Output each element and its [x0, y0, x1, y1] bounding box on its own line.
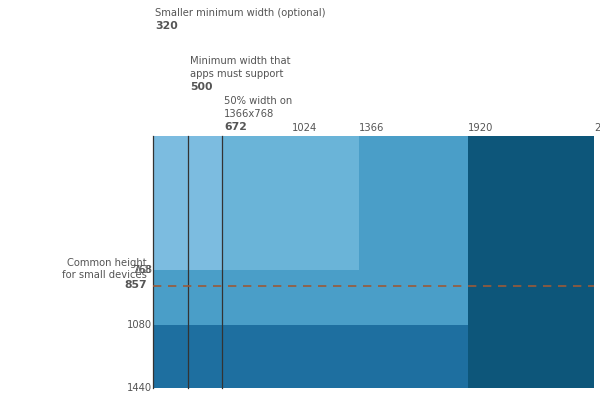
Text: 50% width on: 50% width on — [224, 96, 292, 106]
Text: 1920: 1920 — [468, 123, 493, 133]
Text: 1024: 1024 — [292, 123, 317, 133]
Text: 672: 672 — [224, 122, 247, 132]
Bar — [222, 136, 359, 270]
Text: for small devices: for small devices — [62, 270, 147, 280]
Text: 1440: 1440 — [127, 383, 152, 393]
Bar — [153, 136, 359, 270]
Bar — [153, 136, 468, 325]
Text: Minimum width that: Minimum width that — [190, 56, 291, 66]
Text: 1080: 1080 — [127, 320, 152, 330]
Text: Common height: Common height — [67, 258, 147, 268]
Bar — [468, 136, 594, 388]
Text: apps must support: apps must support — [190, 69, 284, 79]
Text: 857: 857 — [124, 280, 147, 290]
Text: 1366x768: 1366x768 — [224, 109, 274, 119]
Text: 768: 768 — [133, 266, 152, 275]
Text: 2560: 2560 — [594, 123, 600, 133]
Text: 500: 500 — [190, 82, 213, 92]
Text: 1366: 1366 — [359, 123, 385, 133]
Text: Smaller minimum width (optional): Smaller minimum width (optional) — [155, 8, 325, 18]
Text: 768: 768 — [132, 266, 151, 275]
Text: 320: 320 — [155, 21, 178, 31]
